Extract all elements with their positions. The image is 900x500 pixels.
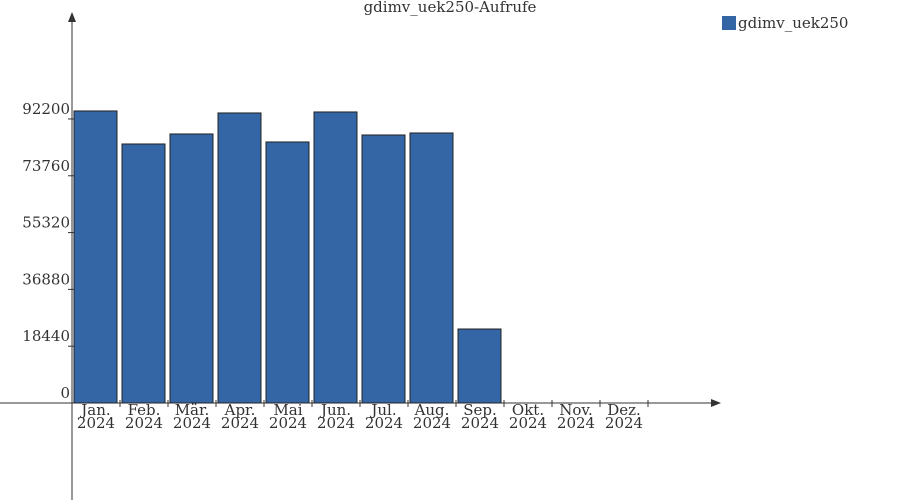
bar [265, 141, 310, 404]
x-tick-label: Okt. 2024 [508, 401, 548, 432]
x-tick-label: Feb. 2024 [124, 401, 164, 432]
x-tick-label: Sep. 2024 [460, 401, 500, 432]
bar [169, 133, 214, 404]
bar [217, 112, 262, 404]
x-tick-label: Jul. 2024 [364, 401, 404, 432]
y-tick-label: 18440 [22, 327, 70, 345]
x-tick-label: Jun. 2024 [316, 401, 356, 432]
y-tick-label: 0 [60, 384, 70, 402]
x-tick-label: Dez. 2024 [604, 401, 644, 432]
legend-label: gdimv_uek250 [738, 14, 848, 32]
y-axis-arrow [68, 12, 76, 22]
legend-swatch [722, 16, 736, 30]
x-axis-arrow [711, 399, 721, 407]
bar [457, 328, 502, 404]
bar [313, 111, 358, 404]
y-tick-label: 36880 [22, 270, 70, 288]
x-tick-label: Nov. 2024 [556, 401, 596, 432]
x-tick-label: Jan. 2024 [76, 401, 116, 432]
x-tick-label: Apr. 2024 [220, 401, 260, 432]
bar [121, 143, 166, 404]
chart-title: gdimv_uek250-Aufrufe [364, 0, 537, 16]
x-tick-label: Aug. 2024 [412, 401, 452, 432]
bar [73, 110, 118, 404]
x-tick-label: Mär. 2024 [172, 401, 212, 432]
y-tick-label: 55320 [22, 214, 70, 232]
y-tick-label: 73760 [22, 157, 70, 175]
bar [361, 134, 406, 404]
bar [409, 132, 454, 404]
x-tick-label: Mai 2024 [268, 401, 308, 432]
y-tick-label: 92200 [22, 100, 70, 118]
